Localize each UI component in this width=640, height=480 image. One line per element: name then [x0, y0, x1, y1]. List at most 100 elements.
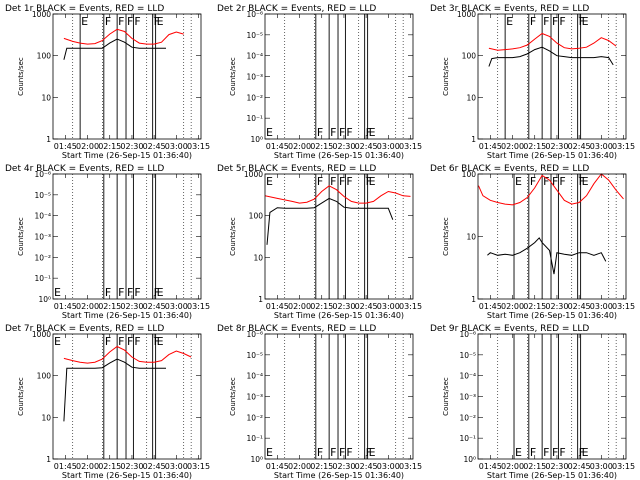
x-tick-label: 03:15 [399, 302, 422, 311]
y-tick-label: 10⁻² [459, 413, 476, 422]
plot-frame [477, 13, 627, 140]
flag-label-f: F [559, 175, 565, 188]
lld-series-line [264, 185, 411, 204]
flag-label-e: E [266, 126, 273, 139]
flag-label-f: F [134, 15, 140, 28]
x-tick-label: 03:15 [187, 462, 210, 471]
panel-title: Det 4r BLACK = Events, RED = LLD [5, 164, 164, 174]
panel-title: Det 2r BLACK = Events, RED = LLD [217, 4, 376, 14]
x-tick-label: 02:45 [355, 302, 378, 311]
y-tick-label: 10⁰ [250, 455, 263, 464]
events-series-line [487, 237, 607, 275]
plot-frame [477, 333, 627, 460]
y-tick-label: 1 [258, 295, 263, 304]
flag-label-f: F [543, 15, 549, 28]
x-axis-label: Start Time (26-Sep-15 01:36:40) [62, 311, 192, 320]
flag-label-f: F [339, 446, 345, 459]
flag-label-f: F [127, 335, 133, 348]
y-axis-label: Counts/sec [17, 57, 25, 96]
x-tick-label: 02:15 [98, 302, 121, 311]
panel-title: Det 1r BLACK = Events, RED = LLD [5, 4, 164, 14]
x-axis-label: Start Time (26-Sep-15 01:36:40) [487, 311, 617, 320]
x-tick-label: 02:30 [120, 142, 143, 151]
plot-frame [264, 13, 414, 140]
flag-label-f: F [346, 446, 352, 459]
flag-label-f: F [339, 126, 345, 139]
y-tick-label: 10⁻² [246, 93, 263, 102]
x-tick-label: 02:30 [120, 462, 143, 471]
flag-label-e: E [369, 126, 376, 139]
y-tick-label: 1000 [244, 170, 263, 179]
x-tick-label: 03:00 [590, 302, 613, 311]
x-tick-label: 02:15 [310, 142, 333, 151]
flag-label-e: E [266, 175, 273, 188]
y-axis-label: Counts/sec [17, 217, 25, 256]
x-tick-label: 02:45 [143, 302, 166, 311]
x-tick-label: 03:00 [377, 302, 400, 311]
panel-title: Det 7r BLACK = Events, RED = LLD [5, 324, 164, 334]
y-tick-label: 10⁻⁴ [459, 372, 476, 381]
flag-label-f: F [552, 175, 558, 188]
lld-series-line [63, 345, 192, 364]
x-tick-label: 02:45 [568, 142, 591, 151]
flag-label-f: F [330, 446, 336, 459]
flag-label-f: F [346, 175, 352, 188]
flag-label-f: F [317, 126, 323, 139]
flag-label-f: F [559, 15, 565, 28]
x-tick-label: 02:30 [332, 302, 355, 311]
flag-label-f: F [530, 15, 536, 28]
y-tick-label: 10⁻⁵ [246, 351, 263, 360]
flag-label-f: F [559, 446, 565, 459]
x-tick-label: 02:45 [568, 302, 591, 311]
y-tick-label: 1000 [457, 10, 476, 19]
flag-label-e: E [506, 15, 513, 28]
panel-title: Det 5r BLACK = Events, RED = LLD [217, 164, 376, 174]
flag-label-f: F [134, 335, 140, 348]
y-tick-label: 10⁻³ [34, 233, 51, 242]
flag-label-f: F [552, 15, 558, 28]
x-tick-label: 02:00 [76, 302, 99, 311]
y-tick-label: 1 [471, 295, 476, 304]
x-tick-label: 01:45 [479, 462, 502, 471]
y-tick-label: 10⁻⁵ [246, 31, 263, 40]
y-tick-label: 100 [37, 372, 52, 381]
flag-label-e: E [81, 15, 88, 28]
x-tick-label: 02:15 [98, 462, 121, 471]
flag-label-f: F [330, 175, 336, 188]
x-tick-label: 02:00 [501, 142, 524, 151]
y-tick-label: 10⁻¹ [246, 114, 263, 123]
lld-series-line [488, 32, 617, 51]
y-tick-label: 1000 [32, 330, 51, 339]
y-axis-label: Counts/sec [17, 377, 25, 416]
x-tick-label: 03:15 [612, 142, 635, 151]
flag-label-f: F [317, 446, 323, 459]
y-tick-label: 10⁻⁶ [34, 170, 51, 179]
flag-label-f: F [552, 446, 558, 459]
flag-label-e: E [582, 15, 589, 28]
y-tick-label: 10 [466, 93, 476, 102]
x-tick-label: 03:15 [399, 142, 422, 151]
flag-label-f: F [134, 286, 140, 299]
flag-label-f: F [127, 286, 133, 299]
flag-label-f: F [127, 15, 133, 28]
x-tick-label: 02:45 [143, 142, 166, 151]
x-tick-label: 02:15 [98, 142, 121, 151]
x-tick-label: 02:15 [310, 302, 333, 311]
y-tick-label: 10⁻⁴ [34, 212, 51, 221]
y-tick-label: 10⁻¹ [459, 434, 476, 443]
x-tick-label: 03:00 [377, 142, 400, 151]
x-tick-label: 02:00 [288, 462, 311, 471]
x-tick-label: 02:30 [545, 462, 568, 471]
x-tick-label: 03:00 [165, 462, 188, 471]
x-tick-label: 01:45 [266, 462, 289, 471]
x-tick-label: 02:30 [332, 462, 355, 471]
y-tick-label: 10⁻² [34, 253, 51, 262]
y-tick-label: 10⁻⁴ [246, 52, 263, 61]
flag-label-f: F [105, 286, 111, 299]
x-tick-label: 02:15 [310, 462, 333, 471]
flag-label-f: F [105, 335, 111, 348]
